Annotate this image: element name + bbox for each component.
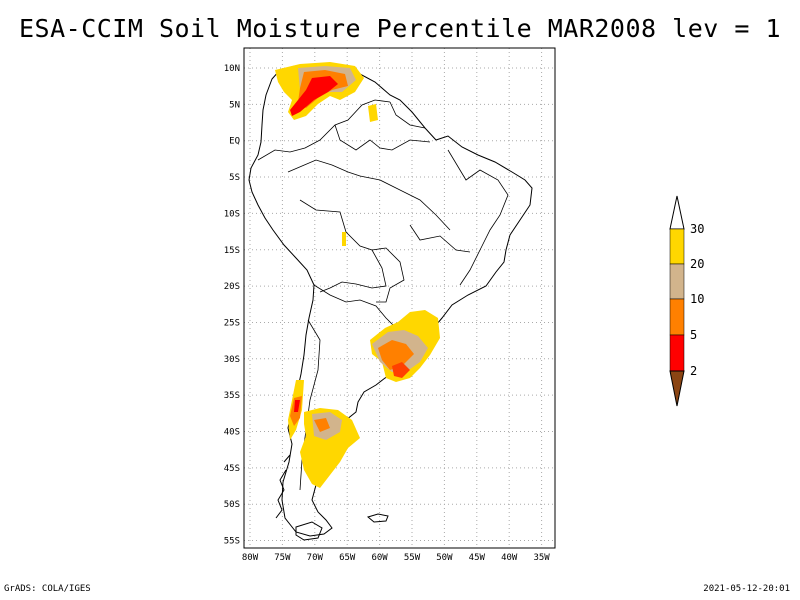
lat-tick-label: 5N (229, 100, 240, 110)
percentile-overlay (275, 62, 440, 488)
blob-bolivia-yellow (342, 232, 346, 246)
lat-tick-label: 50S (224, 500, 240, 510)
lat-tick-label: 55S (224, 537, 240, 547)
tierra-del-fuego-outline (295, 521, 323, 541)
lon-tick-label: 70W (307, 553, 324, 563)
colorbar-bin-2-5 (669, 334, 685, 372)
lon-tick-label: 75W (274, 553, 291, 563)
blob-chile-red (294, 400, 300, 412)
colorbar-label-2: 2 (690, 364, 697, 378)
colorbar-label-10: 10 (690, 292, 704, 306)
colorbar-top-triangle (669, 195, 685, 230)
lat-tick-label: 30S (224, 355, 240, 365)
blob-uruguay-red (392, 362, 410, 378)
map-title: ESA-CCIM Soil Moisture Percentile MAR200… (18, 14, 781, 43)
blob-patagonia-orange (314, 418, 330, 432)
lon-tick-label: 45W (469, 553, 486, 563)
lat-tick-label: 5S (229, 173, 240, 183)
blob-guyana-yellow (368, 104, 378, 122)
lon-tick-label: 80W (242, 553, 259, 563)
lon-tick-label: 40W (501, 553, 518, 563)
colorbar-bin-5-10 (669, 298, 685, 336)
footer-credit: GrADS: COLA/IGES (4, 584, 91, 594)
lon-tick-label: 35W (533, 553, 550, 563)
lat-tick-label: 20S (224, 282, 240, 292)
colorbar: 30 20 10 5 2 (669, 195, 704, 407)
blob-venezuela-red (290, 76, 338, 116)
map-frame (243, 47, 556, 549)
lat-tick-label: 25S (224, 318, 240, 328)
lon-tick-label: 55W (404, 553, 421, 563)
colorbar-bin-20-30 (669, 228, 685, 265)
footer-timestamp: 2021-05-12-20:01 (703, 584, 790, 594)
lat-tick-label: 45S (224, 464, 240, 474)
lat-tick-label: 10S (224, 209, 240, 219)
falklands-outline (366, 513, 389, 523)
lon-tick-label: 65W (339, 553, 356, 563)
colorbar-label-20: 20 (690, 257, 704, 271)
colorbar-bottom-triangle (669, 370, 685, 407)
colorbar-label-30: 30 (690, 222, 704, 236)
colorbar-label-5: 5 (690, 328, 697, 342)
country-borders (257, 99, 509, 491)
lat-tick-label: 10N (224, 64, 240, 74)
lat-tick-label: EQ (229, 137, 240, 147)
continent-outline (248, 64, 533, 537)
lon-tick-label: 60W (371, 553, 388, 563)
longitude-labels: 80W 75W 70W 65W 60W 55W 50W 45W 40W 35W (242, 553, 550, 563)
map-grid (244, 48, 555, 548)
blob-southern-brazil-orange (378, 340, 414, 370)
lat-tick-label: 15S (224, 246, 240, 256)
colorbar-bin-10-20 (669, 263, 685, 300)
latitude-labels: 10N 5N EQ 5S 10S 15S 20S 25S 30S 35S 40S 45S 50S 55S (224, 64, 240, 547)
lat-tick-label: 35S (224, 391, 240, 401)
lon-tick-label: 50W (436, 553, 453, 563)
chile-coast-islands (275, 454, 291, 519)
lat-tick-label: 40S (224, 428, 240, 438)
